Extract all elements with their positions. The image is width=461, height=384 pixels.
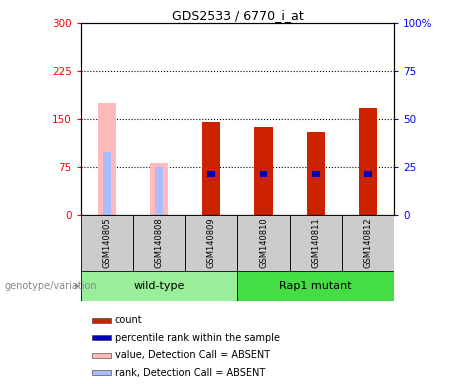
Bar (185, 215, 237, 271)
Bar (92, 335, 111, 340)
Bar (92, 318, 111, 323)
Bar (202, 122, 220, 215)
Bar (150, 162, 168, 215)
Bar (92, 370, 111, 376)
Bar (207, 171, 215, 177)
Bar (290, 215, 342, 271)
Bar (364, 171, 372, 177)
Bar (81, 271, 237, 301)
Text: GSM140810: GSM140810 (259, 218, 268, 268)
Text: GSM140809: GSM140809 (207, 218, 216, 268)
Text: GSM140808: GSM140808 (154, 217, 164, 268)
Bar (155, 167, 163, 215)
Text: GSM140812: GSM140812 (364, 218, 372, 268)
Bar (92, 353, 111, 358)
Bar (254, 127, 272, 215)
Text: GSM140811: GSM140811 (311, 218, 320, 268)
Bar (237, 271, 394, 301)
Title: GDS2533 / 6770_i_at: GDS2533 / 6770_i_at (171, 9, 303, 22)
Bar (359, 108, 377, 215)
Text: count: count (114, 315, 142, 325)
Text: rank, Detection Call = ABSENT: rank, Detection Call = ABSENT (114, 368, 265, 378)
Bar (237, 215, 290, 271)
Bar (312, 171, 319, 177)
Text: genotype/variation: genotype/variation (5, 281, 97, 291)
Bar (98, 103, 116, 215)
Bar (307, 132, 325, 215)
Text: GSM140805: GSM140805 (102, 218, 111, 268)
Text: value, Detection Call = ABSENT: value, Detection Call = ABSENT (114, 350, 270, 360)
Bar (342, 215, 394, 271)
Text: percentile rank within the sample: percentile rank within the sample (114, 333, 279, 343)
Text: wild-type: wild-type (133, 281, 185, 291)
Bar (103, 152, 111, 215)
Bar (260, 171, 267, 177)
Bar (133, 215, 185, 271)
Bar (81, 215, 133, 271)
Polygon shape (75, 283, 79, 289)
Text: Rap1 mutant: Rap1 mutant (279, 281, 352, 291)
